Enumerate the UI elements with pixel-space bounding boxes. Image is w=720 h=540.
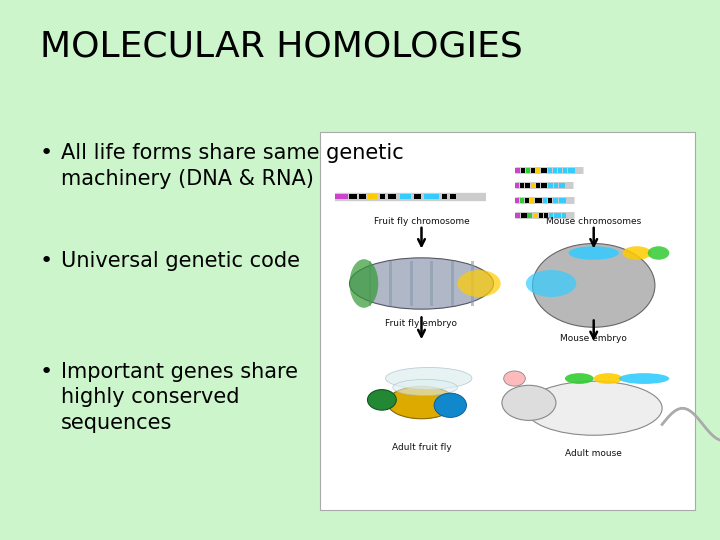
Ellipse shape (349, 258, 493, 309)
Bar (528, 213, 532, 218)
Bar (515, 198, 519, 202)
Ellipse shape (533, 244, 655, 327)
Bar (441, 194, 447, 199)
Ellipse shape (367, 390, 396, 410)
Bar (543, 198, 547, 202)
Ellipse shape (526, 381, 662, 435)
Text: All life forms share same genetic
machinery (DNA & RNA): All life forms share same genetic machin… (61, 143, 404, 188)
Bar (451, 261, 454, 306)
Bar (562, 213, 567, 218)
Bar (541, 183, 547, 187)
Text: Adult mouse: Adult mouse (565, 449, 622, 458)
Text: Universal genetic code: Universal genetic code (61, 251, 300, 271)
Bar (535, 198, 542, 202)
Text: Adult fruit fly: Adult fruit fly (392, 443, 451, 452)
Bar (379, 194, 385, 199)
Ellipse shape (504, 371, 526, 386)
Bar (369, 261, 372, 306)
Bar (525, 183, 531, 187)
Bar (530, 198, 534, 202)
Bar (368, 194, 377, 199)
Bar (553, 198, 559, 202)
Ellipse shape (434, 393, 467, 417)
Bar (520, 198, 524, 202)
Text: MOLECULAR HOMOLOGIES: MOLECULAR HOMOLOGIES (40, 30, 522, 64)
FancyBboxPatch shape (320, 132, 695, 510)
Bar (536, 167, 541, 172)
Bar (359, 194, 366, 199)
Text: Mouse chromosomes: Mouse chromosomes (546, 217, 642, 226)
Bar (390, 261, 392, 306)
Bar (335, 194, 348, 199)
Bar (515, 167, 521, 172)
Ellipse shape (594, 373, 623, 384)
Ellipse shape (619, 373, 670, 384)
Bar (531, 183, 536, 187)
Ellipse shape (623, 246, 652, 260)
Bar (533, 213, 539, 218)
Bar (450, 194, 456, 199)
Bar (548, 198, 552, 202)
Bar (563, 167, 567, 172)
Bar (568, 167, 575, 172)
Text: •: • (40, 251, 53, 271)
Bar (521, 167, 526, 172)
Bar (526, 167, 531, 172)
Bar (559, 183, 565, 187)
Ellipse shape (385, 367, 472, 389)
Bar (548, 183, 554, 187)
Bar (515, 213, 521, 218)
Bar (544, 213, 549, 218)
Text: •: • (40, 143, 53, 163)
Ellipse shape (565, 373, 594, 384)
Bar (548, 167, 552, 172)
Bar (549, 213, 554, 218)
Ellipse shape (502, 386, 556, 420)
Ellipse shape (526, 270, 576, 297)
Ellipse shape (387, 387, 456, 419)
Bar (536, 183, 541, 187)
Ellipse shape (392, 379, 457, 395)
Bar (431, 261, 433, 306)
Bar (554, 213, 562, 218)
Ellipse shape (457, 270, 500, 297)
Ellipse shape (569, 246, 619, 260)
Bar (410, 261, 413, 306)
Text: Fruit fly embryo: Fruit fly embryo (385, 319, 457, 328)
Bar (539, 213, 544, 218)
Bar (388, 194, 395, 199)
Text: Important genes share
highly conserved
sequences: Important genes share highly conserved s… (61, 362, 298, 433)
Bar (541, 167, 547, 172)
Bar (400, 194, 411, 199)
Bar (558, 167, 562, 172)
Bar (554, 183, 559, 187)
Bar (559, 198, 567, 202)
Ellipse shape (349, 259, 378, 308)
Ellipse shape (648, 246, 670, 260)
Bar (553, 167, 557, 172)
Bar (414, 194, 421, 199)
Bar (520, 183, 524, 187)
Bar (521, 213, 527, 218)
Bar (531, 167, 536, 172)
Bar (515, 183, 519, 187)
Bar (472, 261, 474, 306)
Text: Mouse embryo: Mouse embryo (560, 334, 627, 343)
Text: •: • (40, 362, 53, 382)
Bar (525, 198, 529, 202)
Bar (424, 194, 438, 199)
Text: Fruit fly chromosome: Fruit fly chromosome (374, 217, 469, 226)
Bar (349, 194, 356, 199)
